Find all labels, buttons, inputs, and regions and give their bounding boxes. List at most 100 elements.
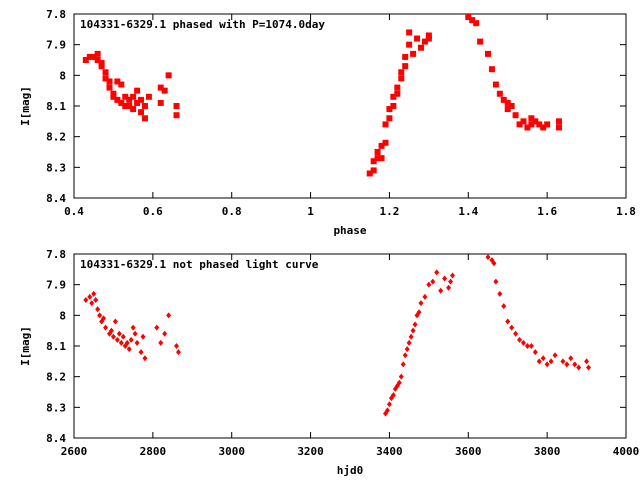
unphased-data-point (108, 327, 114, 334)
unphased-data-point (390, 392, 396, 399)
phased-data-point (488, 66, 495, 73)
phased-y-tick-label: 8.4 (46, 192, 66, 205)
phased-data-point (425, 35, 432, 42)
phased-data-point (145, 93, 152, 100)
phased-data-point (130, 106, 137, 113)
unphased-data-point (83, 297, 89, 303)
phased-data-point (114, 96, 121, 103)
phased-data-point (370, 158, 377, 165)
unphased-x-tick-label: 3600 (455, 445, 482, 458)
phased-data-point (141, 103, 148, 109)
phased-data-point (382, 121, 389, 128)
unphased-data-point (505, 318, 511, 325)
unphased-data-point (154, 324, 160, 331)
phased-data-point (98, 60, 105, 67)
unphased-data-point (422, 293, 428, 300)
unphased-y-tick-label: 8.3 (46, 401, 66, 414)
unphased-data-point (412, 321, 418, 328)
unphased-data-point (501, 303, 507, 310)
phased-data-point (110, 90, 117, 97)
unphased-data-point (162, 330, 168, 337)
phased-data-point (524, 124, 531, 131)
unphased-data-point (116, 330, 122, 337)
unphased-chart-title: 104331-6329.1 not phased light curve (80, 258, 319, 271)
phased-data-point (508, 103, 515, 109)
phased-data-point (118, 81, 125, 88)
unphased-data-point (430, 278, 436, 285)
unphased-data-point (114, 336, 120, 343)
unphased-data-point (426, 281, 432, 288)
phased-data-point (410, 50, 417, 57)
phased-data-point (402, 63, 409, 70)
phased-data-point (390, 103, 397, 109)
unphased-data-point (386, 401, 392, 408)
unphased-data-point (134, 339, 140, 346)
unphased-x-tick-label: 3000 (218, 445, 245, 458)
phased-data-point (118, 99, 125, 106)
phased-data-point (122, 93, 129, 100)
phased-data-point (421, 38, 428, 45)
phased-data-point (528, 115, 535, 122)
unphased-data-point (95, 306, 101, 313)
phased-data-point (378, 155, 385, 162)
phased-y-axis-label: I[mag] (19, 86, 32, 126)
unphased-data-point (450, 272, 456, 279)
phased-data-point (370, 167, 377, 174)
unphased-data-point (93, 297, 99, 303)
phased-data-point (374, 149, 381, 155)
unphased-data-point (89, 300, 95, 307)
unphased-data-point (513, 330, 519, 337)
phased-data-point (406, 29, 413, 36)
phased-data-point (165, 72, 172, 79)
phased-x-tick-label: 1.4 (458, 205, 478, 218)
phased-data-point (512, 112, 519, 119)
unphased-data-point (396, 379, 402, 386)
unphased-data-point (416, 309, 422, 316)
phased-data-point (157, 84, 164, 91)
phased-data-point (390, 93, 397, 100)
unphased-y-tick-label: 8 (59, 309, 66, 322)
unphased-data-point (91, 290, 97, 297)
unphased-x-tick-label: 3400 (376, 445, 403, 458)
unphased-data-point (438, 287, 444, 294)
phased-data-point (126, 96, 133, 103)
unphased-data-point (446, 284, 452, 291)
unphased-x-tick-label: 2600 (61, 445, 88, 458)
unphased-y-tick-label: 8.2 (46, 371, 66, 384)
phased-data-point (402, 53, 409, 60)
unphased-data-point (124, 339, 130, 346)
unphased-data-point (101, 315, 107, 322)
phased-data-point (102, 69, 109, 76)
phased-data-point (98, 63, 105, 70)
phased-data-point (492, 81, 499, 88)
phased-y-tick-label: 7.8 (46, 8, 66, 21)
unphased-data-point (132, 330, 138, 337)
unphased-data-point (536, 358, 542, 365)
phased-data-point (536, 121, 543, 128)
unphased-data-point (418, 300, 424, 307)
phased-x-ticks: 0.4 0.6 0.8 1 1.2 1.4 1.6 1.8 (64, 14, 636, 218)
unphased-data-point (552, 352, 558, 359)
unphased-data-point (166, 312, 172, 319)
phased-data-point (106, 78, 113, 85)
phased-data-point (516, 121, 523, 128)
unphased-data-point (175, 349, 181, 356)
unphased-data-point (584, 358, 590, 365)
unphased-data-point (548, 358, 554, 365)
unphased-x-axis-label: hjd0 (337, 464, 364, 477)
unphased-y-tick-label: 7.8 (46, 248, 66, 261)
unphased-y-tick-label: 8.1 (46, 340, 66, 353)
phased-data-point (398, 75, 405, 82)
phased-data-point (382, 139, 389, 146)
phased-data-point (386, 115, 393, 122)
unphased-data-point (448, 278, 454, 285)
phased-x-tick-label: 0.6 (143, 205, 163, 218)
unphased-data-point (491, 260, 497, 267)
unphased-x-tick-label: 2800 (140, 445, 167, 458)
phased-data-point (485, 50, 491, 57)
unphased-data-point (400, 361, 406, 368)
unphased-data-point (497, 290, 503, 297)
phased-data-point (500, 96, 507, 103)
